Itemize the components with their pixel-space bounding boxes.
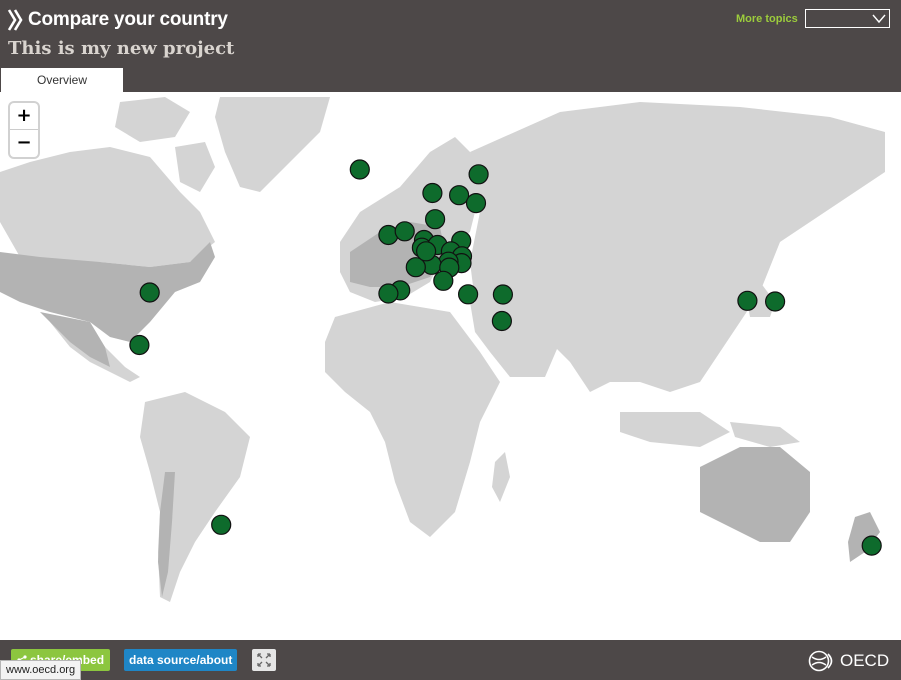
country-marker[interactable] — [764, 291, 786, 312]
country-marker[interactable] — [405, 257, 426, 278]
country-marker[interactable] — [416, 241, 437, 262]
chevrons-logo-icon — [7, 8, 25, 32]
topics-select[interactable] — [805, 9, 890, 28]
country-marker[interactable] — [422, 182, 443, 204]
data-source-button[interactable]: data source/about — [124, 649, 238, 671]
country-marker[interactable] — [491, 310, 512, 332]
fullscreen-button[interactable] — [252, 649, 276, 671]
zoom-out-button[interactable]: − — [16, 132, 32, 153]
world-map[interactable]: + − — [0, 92, 901, 640]
country-marker[interactable] — [211, 514, 232, 535]
land-mexico — [40, 312, 110, 367]
oecd-brand-label: OECD — [840, 651, 890, 670]
land-asia — [470, 102, 885, 392]
land-australia — [700, 447, 810, 542]
land-chile — [158, 472, 175, 597]
country-marker[interactable] — [433, 270, 454, 291]
tab-overview[interactable]: Overview — [1, 68, 123, 92]
country-marker[interactable] — [737, 290, 758, 311]
country-marker[interactable] — [861, 535, 882, 556]
land-new-zealand — [848, 512, 880, 562]
brand: Compare your country — [7, 7, 228, 33]
project-title: This is my new project — [8, 38, 235, 59]
more-topics-label: More topics — [736, 13, 798, 25]
land-south-america — [140, 392, 250, 602]
zoom-in-button[interactable]: + — [10, 103, 38, 130]
country-marker[interactable] — [349, 159, 370, 180]
land-baffin — [175, 142, 215, 192]
land-madagascar — [492, 452, 510, 502]
header: Compare your country This is my new proj… — [0, 0, 901, 92]
land-africa — [325, 302, 500, 537]
land-greenland — [215, 97, 330, 192]
marker-layer — [129, 159, 882, 556]
country-marker[interactable] — [425, 209, 446, 230]
map-canvas — [0, 97, 885, 602]
country-marker[interactable] — [468, 164, 489, 185]
land-usa — [0, 242, 215, 342]
country-marker[interactable] — [129, 334, 150, 356]
country-marker[interactable] — [492, 284, 513, 305]
land-indonesia — [620, 412, 730, 447]
footer: share/embed data source/about OECD — [0, 640, 901, 680]
country-marker[interactable] — [394, 221, 415, 242]
land-new-guinea — [730, 422, 800, 447]
country-marker[interactable] — [449, 185, 470, 206]
land-arctic-canada — [115, 97, 190, 142]
oecd-logo[interactable]: OECD — [808, 650, 889, 672]
country-marker[interactable] — [378, 283, 399, 304]
oecd-globe-icon — [808, 650, 833, 672]
country-marker[interactable] — [465, 192, 487, 214]
land-layer — [0, 97, 885, 602]
chevron-down-icon — [872, 14, 886, 24]
zoom-control: + − — [10, 103, 38, 157]
country-marker[interactable] — [458, 284, 479, 305]
app-title: Compare your country — [28, 9, 228, 30]
expand-icon — [257, 653, 271, 667]
status-url: www.oecd.org — [0, 660, 82, 680]
land-canada — [0, 147, 215, 267]
country-marker[interactable] — [139, 282, 160, 303]
